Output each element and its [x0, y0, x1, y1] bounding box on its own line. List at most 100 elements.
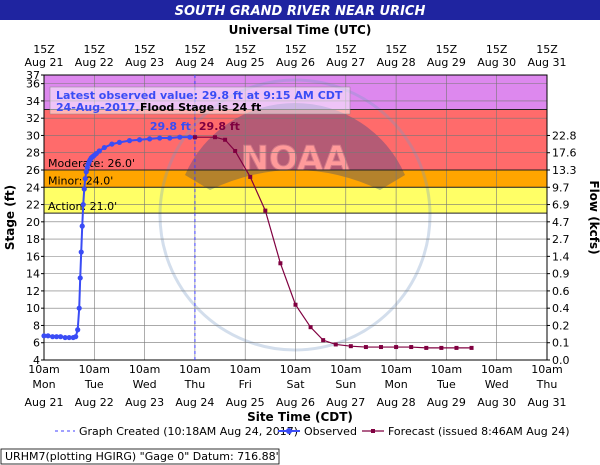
- observed-point: [187, 134, 193, 140]
- top-tick-label-time: 15Z: [335, 43, 357, 56]
- flow-tick-label: 0.2: [552, 319, 570, 332]
- flow-tick-label: 4.7: [552, 216, 570, 229]
- bottom-tick-label-date: Aug 22: [75, 396, 114, 409]
- observed-point: [75, 327, 81, 333]
- y-tick-label: 14: [26, 268, 40, 281]
- top-tick-label-date: Aug 22: [75, 56, 114, 69]
- bottom-tick-label-time: 10am: [179, 363, 210, 376]
- top-tick-label-time: 15Z: [536, 43, 558, 56]
- flow-tick-label: 0.4: [552, 302, 570, 315]
- observed-point: [136, 137, 143, 143]
- observed-point: [109, 141, 115, 147]
- bottom-tick-label-time: 10am: [129, 363, 160, 376]
- bottom-tick-label-time: 10am: [431, 363, 462, 376]
- y-tick-label: 10: [26, 302, 40, 315]
- top-tick-label-date: Aug 28: [377, 56, 416, 69]
- top-tick-label-time: 15Z: [134, 43, 156, 56]
- observed-point: [66, 334, 72, 341]
- legend-graph-created-label: Graph Created (10:18AM Aug 24, 2017): [79, 425, 298, 438]
- bottom-tick-label-day: Tue: [436, 378, 456, 391]
- observed-point: [45, 333, 51, 339]
- y-tick-label: 32: [26, 112, 40, 125]
- top-tick-label-date: Aug 27: [326, 56, 365, 69]
- observed-point: [62, 334, 68, 341]
- annotation-flood-stage: Flood Stage is 24 ft: [140, 101, 261, 114]
- bottom-tick-label-date: Aug 26: [276, 396, 315, 409]
- observed-point: [80, 201, 86, 208]
- observed-point: [57, 334, 64, 340]
- legend-forecast-label: Forecast (issued 8:46AM Aug 24): [388, 425, 570, 438]
- legend-observed-label: Observed: [304, 425, 357, 438]
- band-label-minor: Minor: 24.0': [48, 174, 113, 187]
- forecast-point: [213, 135, 218, 140]
- observed-point: [101, 144, 107, 151]
- bottom-tick-label-time: 10am: [280, 363, 311, 376]
- flow-tick-label: 17.6: [552, 147, 577, 160]
- y-axis-label: Stage (ft): [3, 185, 17, 250]
- y2-axis-label: Flow (kcfs): [587, 180, 600, 254]
- forecast-point: [363, 345, 368, 350]
- observed-point: [82, 176, 88, 182]
- forecast-point: [278, 261, 283, 266]
- y-tick-label: 20: [26, 216, 40, 229]
- observed-point: [78, 249, 84, 255]
- bottom-tick-label-day: Mon: [384, 378, 407, 391]
- observed-point: [147, 136, 153, 142]
- top-tick-label-time: 15Z: [33, 43, 55, 56]
- y-tick-label: 36: [26, 78, 40, 91]
- observed-point: [96, 148, 102, 154]
- top-tick-label-time: 15Z: [234, 43, 256, 56]
- observed-point: [167, 135, 173, 141]
- observed-point: [53, 334, 60, 340]
- observed-point: [41, 333, 47, 339]
- bottom-tick-label-time: 10am: [79, 363, 110, 376]
- flow-tick-label: 1.4: [552, 250, 570, 263]
- top-tick-label-date: Aug 26: [276, 56, 315, 69]
- forecast-point: [409, 345, 414, 350]
- bottom-tick-label-date: Aug 24: [175, 396, 214, 409]
- forecast-point: [348, 344, 353, 349]
- bottom-tick-label-day: Thu: [184, 378, 206, 391]
- title-banner: [0, 0, 600, 20]
- series-line-forecast: [194, 136, 472, 349]
- annotation-line1: Latest observed value: 29.8 ft at 9:15 A…: [56, 89, 343, 102]
- forecast-point: [223, 137, 228, 142]
- bottom-tick-label-time: 10am: [481, 363, 512, 376]
- y-tick-label: 6: [33, 337, 40, 350]
- y-tick-label: 24: [26, 181, 40, 194]
- top-tick-label-time: 15Z: [84, 43, 106, 56]
- flow-tick-label: 0.9: [552, 268, 570, 281]
- y-tick-label: 16: [26, 250, 40, 263]
- legend-observed-marker: [286, 428, 292, 434]
- bottom-tick-label-date: Aug 21: [25, 396, 64, 409]
- observed-point: [157, 135, 163, 141]
- forecast-point: [439, 345, 444, 350]
- top-tick-label-time: 15Z: [285, 43, 307, 56]
- flow-tick-label: 2.7: [552, 233, 570, 246]
- legend-forecast-marker: [371, 429, 375, 433]
- forecast-point: [308, 325, 313, 330]
- y-tick-label: 37: [26, 69, 40, 82]
- y-tick-label: 28: [26, 147, 40, 160]
- forecast-point: [233, 149, 238, 153]
- bottom-tick-label-date: Aug 31: [528, 396, 567, 409]
- forecast-point: [333, 342, 338, 347]
- bottom-tick-label-day: Wed: [133, 378, 157, 391]
- top-tick-label-time: 15Z: [184, 43, 206, 56]
- bottom-tick-label-date: Aug 23: [125, 396, 164, 409]
- top-axis-label: Universal Time (UTC): [229, 23, 372, 37]
- forecast-point: [469, 345, 474, 350]
- observed-point: [76, 305, 82, 311]
- bottom-tick-label-day: Thu: [536, 378, 558, 391]
- bottom-tick-label-date: Aug 27: [326, 396, 365, 409]
- observed-point: [83, 169, 89, 175]
- bottom-tick-label-date: Aug 28: [377, 396, 416, 409]
- y-tick-label: 8: [33, 319, 40, 332]
- band-label-moderate: Moderate: 26.0': [48, 157, 135, 170]
- footer-box: [0, 448, 280, 465]
- observed-value-label: 29.8 ft: [150, 120, 191, 133]
- bottom-tick-label-date: Aug 25: [226, 396, 265, 409]
- observed-point: [49, 334, 56, 340]
- top-tick-label-time: 15Z: [385, 43, 407, 56]
